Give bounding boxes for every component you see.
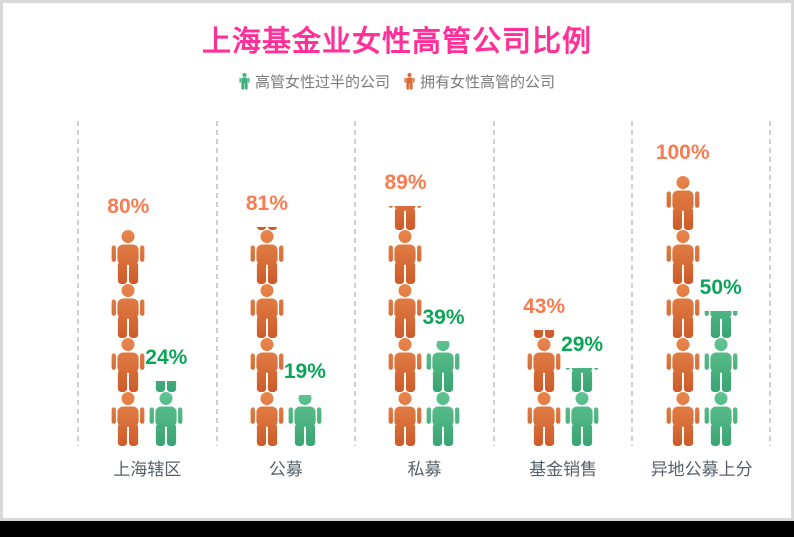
legend: 高管女性过半的公司 拥有女性高管的公司	[3, 71, 791, 92]
chart-area: 80% 24% 上海辖区	[77, 121, 771, 481]
pictogram-stack-inner	[387, 205, 423, 446]
chart-column: 81% 19% 公募	[215, 121, 356, 481]
legend-label: 拥有女性高管的公司	[420, 74, 556, 91]
category-label: 基金销售	[529, 460, 598, 479]
person-icon	[111, 338, 145, 392]
pictogram-stack-inner	[249, 227, 285, 446]
person-icon	[250, 338, 284, 392]
chart-column: 89% 39% 私募	[354, 121, 494, 481]
pictogram-stack-companies-with-female-execs	[387, 205, 423, 446]
person-icon	[256, 227, 277, 230]
value-label-orange: 80%	[107, 195, 150, 218]
person-icon	[704, 311, 738, 338]
person-icon	[527, 338, 561, 392]
person-icon	[250, 392, 284, 446]
pictogram-stack-companies-with-female-execs	[110, 230, 146, 446]
person-icon	[149, 392, 183, 446]
person-icon	[427, 340, 460, 392]
person-icon	[156, 381, 177, 392]
pictogram-stack-inner	[703, 311, 739, 446]
value-label-orange: 81%	[245, 192, 288, 216]
pictogram-stack-companies-majority-female-execs	[703, 311, 739, 446]
person-icon	[250, 230, 284, 284]
person-icon	[666, 284, 700, 338]
person-icon	[111, 392, 145, 446]
pictogram-stack-companies-majority-female-execs	[287, 394, 323, 446]
chart-column: 100% 50% 异地公募上分	[631, 121, 771, 481]
person-icon	[404, 73, 415, 90]
person-icon	[666, 176, 700, 230]
person-icon	[288, 394, 322, 446]
person-icon	[389, 230, 422, 284]
person-icon	[533, 329, 555, 338]
pictogram-stack-inner	[425, 340, 461, 446]
chart-column: 43% 29% 基金销售	[492, 121, 633, 481]
person-icon	[389, 205, 422, 230]
pictogram-stack-companies-with-female-execs	[249, 227, 285, 446]
legend-item[interactable]: 拥有女性高管的公司	[404, 71, 555, 92]
value-label-green: 39%	[422, 305, 465, 329]
person-icon	[704, 338, 738, 392]
person-icon	[666, 392, 700, 446]
person-icon	[111, 230, 145, 284]
category-label: 异地公募上分	[650, 460, 753, 479]
value-label-green: 24%	[145, 346, 188, 370]
pictogram-stack-inner	[665, 176, 701, 446]
person-icon	[666, 230, 700, 284]
pictogram-stack-inner	[564, 367, 600, 446]
value-label-green: 19%	[283, 359, 326, 383]
person-icon	[389, 338, 422, 392]
value-label-orange: 89%	[384, 170, 427, 194]
chart-column: 80% 24% 上海辖区	[77, 121, 217, 481]
person-icon	[666, 338, 700, 392]
person-icon	[389, 284, 422, 338]
person-icon	[565, 392, 599, 446]
legend-label: 高管女性过半的公司	[254, 74, 390, 91]
value-label-green: 50%	[699, 276, 742, 299]
column-separator	[769, 121, 771, 446]
pictogram-stack-companies-majority-female-execs	[148, 381, 184, 446]
pictogram-stack-inner	[287, 394, 323, 446]
pictogram-stack-inner	[526, 329, 562, 446]
chart-title: 上海基金业女性高管公司比例	[201, 26, 592, 58]
person-icon	[565, 367, 599, 392]
value-label-green: 29%	[561, 332, 604, 356]
value-label-orange: 43%	[523, 294, 566, 318]
value-label-orange: 100%	[655, 141, 710, 164]
pictogram-stack-companies-with-female-execs	[665, 176, 701, 446]
category-label: 上海辖区	[113, 460, 182, 479]
person-icon	[111, 284, 145, 338]
pictogram-stack-inner	[110, 230, 146, 446]
person-icon	[239, 73, 250, 90]
person-icon	[389, 392, 422, 446]
person-icon	[250, 284, 284, 338]
person-icon	[427, 392, 460, 446]
pictogram-stack-companies-with-female-execs	[526, 329, 562, 446]
category-label: 私募	[407, 460, 442, 479]
pictogram-stack-companies-majority-female-execs	[564, 367, 600, 446]
chart-card: 上海基金业女性高管公司比例 高管女性过半的公司 拥有女性高管的公司	[0, 0, 794, 521]
pictogram-stack-companies-majority-female-execs	[425, 340, 461, 446]
category-label: 公募	[268, 460, 303, 479]
person-icon	[527, 392, 561, 446]
legend-item[interactable]: 高管女性过半的公司	[239, 71, 390, 92]
pictogram-stack-inner	[148, 381, 184, 446]
person-icon	[704, 392, 738, 446]
